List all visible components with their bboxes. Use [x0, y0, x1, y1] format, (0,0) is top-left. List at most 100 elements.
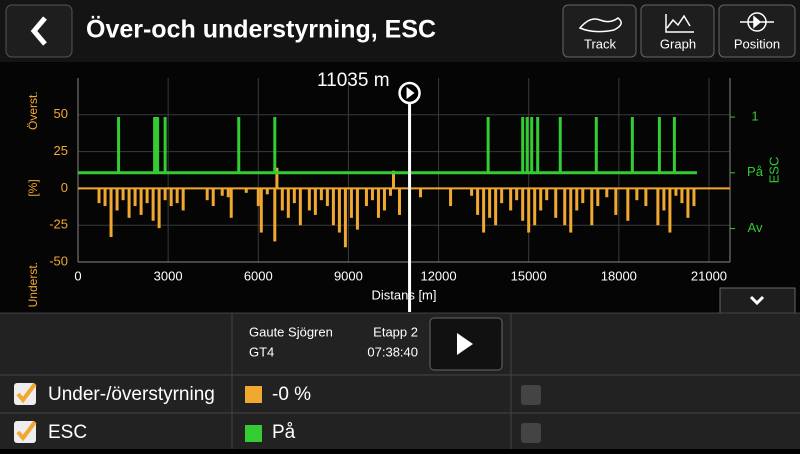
button-label: Track: [584, 36, 617, 51]
bar: [265, 188, 269, 195]
plot: 0 3000 6000 9000 12000 15000 18000 21000 -50 -25 0…: [26, 70, 781, 312]
bar: [596, 188, 600, 207]
row-value: På: [272, 422, 296, 443]
bar: [668, 188, 672, 233]
bar: [662, 188, 666, 211]
bar: [539, 188, 543, 211]
bar: [527, 188, 531, 233]
bar: [229, 188, 233, 218]
checkbox[interactable]: [14, 420, 37, 443]
bar: [97, 188, 101, 204]
bar: [280, 188, 284, 211]
bar: [275, 167, 279, 189]
position-button[interactable]: [718, 4, 796, 58]
track-button[interactable]: [562, 4, 637, 58]
info-panel: [0, 313, 800, 449]
line: [78, 117, 697, 175]
y2-tick-label: 1: [751, 108, 758, 123]
bar: [259, 188, 263, 233]
bar: [382, 188, 386, 211]
toggle[interactable]: [521, 385, 541, 405]
x-tick-label: 15000: [511, 268, 547, 283]
bar: [175, 188, 179, 204]
bar: [139, 188, 143, 215]
bar: [482, 188, 486, 233]
bar: [680, 188, 684, 204]
bar: [109, 188, 113, 237]
bar: [273, 188, 277, 242]
cursor-label: 11035 m: [317, 70, 390, 91]
bar: [355, 188, 359, 230]
back-button[interactable]: [5, 4, 73, 58]
bar: [115, 188, 119, 211]
y-tick-label: -50: [49, 253, 68, 268]
swatch: [245, 386, 262, 403]
bar: [644, 188, 648, 207]
y-axis-label: Underst.: [26, 262, 40, 307]
bar: [533, 188, 537, 226]
bar: [370, 188, 374, 201]
x-tick-label: 0: [74, 268, 81, 283]
bar: [349, 188, 353, 218]
time: 07:38:40: [367, 344, 418, 359]
y-tick-label: -25: [49, 217, 68, 232]
swatch: [245, 425, 262, 442]
bar: [575, 188, 579, 211]
bar: [376, 188, 380, 218]
bar: [307, 188, 311, 211]
bar: [286, 188, 290, 218]
x-tick-label: 18000: [601, 268, 637, 283]
y2-axis-label: ESC: [766, 157, 781, 184]
row-label: Under-/överstyrning: [48, 384, 215, 405]
bar: [521, 188, 525, 221]
bar: [343, 188, 347, 248]
row-label: ESC: [48, 422, 87, 443]
bar: [256, 188, 260, 207]
bar: [581, 188, 585, 204]
bar: [298, 188, 302, 226]
bar: [397, 188, 401, 215]
x-tick-label: 3000: [154, 268, 183, 283]
bar: [635, 188, 639, 201]
bar: [449, 188, 453, 207]
checkbox[interactable]: [14, 382, 37, 405]
collapse-button[interactable]: [719, 287, 796, 315]
bar: [313, 188, 317, 215]
bar: [545, 188, 549, 201]
bar: [419, 188, 423, 198]
bar: [205, 188, 209, 201]
bar: [151, 188, 155, 221]
bar: [509, 188, 513, 211]
cursor-arrow: [406, 87, 415, 99]
bar: [319, 188, 323, 201]
bar: [674, 188, 678, 196]
bar: [325, 188, 329, 207]
y2-tick-label: På: [747, 164, 764, 179]
graph-button[interactable]: [640, 4, 715, 58]
bar: [163, 188, 167, 201]
chart-area: [0, 62, 800, 312]
bar: [563, 188, 567, 226]
bar: [157, 188, 161, 229]
car: GT4: [249, 344, 274, 359]
stage: Etapp 2: [373, 324, 418, 339]
button-label: Position: [734, 36, 780, 51]
bar: [121, 188, 125, 201]
bar: [364, 188, 368, 207]
bar: [554, 188, 558, 218]
x-tick-label: 12000: [420, 268, 456, 283]
bar: [181, 188, 185, 211]
bar: [470, 188, 474, 196]
toggle[interactable]: [521, 423, 541, 443]
bar: [476, 188, 480, 215]
play-button[interactable]: [429, 317, 503, 371]
bar: [391, 170, 395, 189]
x-tick-label: 9000: [334, 268, 363, 283]
bar: [244, 188, 248, 193]
bar: [331, 188, 335, 226]
bar: [626, 188, 630, 221]
bar: [605, 188, 609, 198]
x-tick-label: 21000: [691, 268, 727, 283]
